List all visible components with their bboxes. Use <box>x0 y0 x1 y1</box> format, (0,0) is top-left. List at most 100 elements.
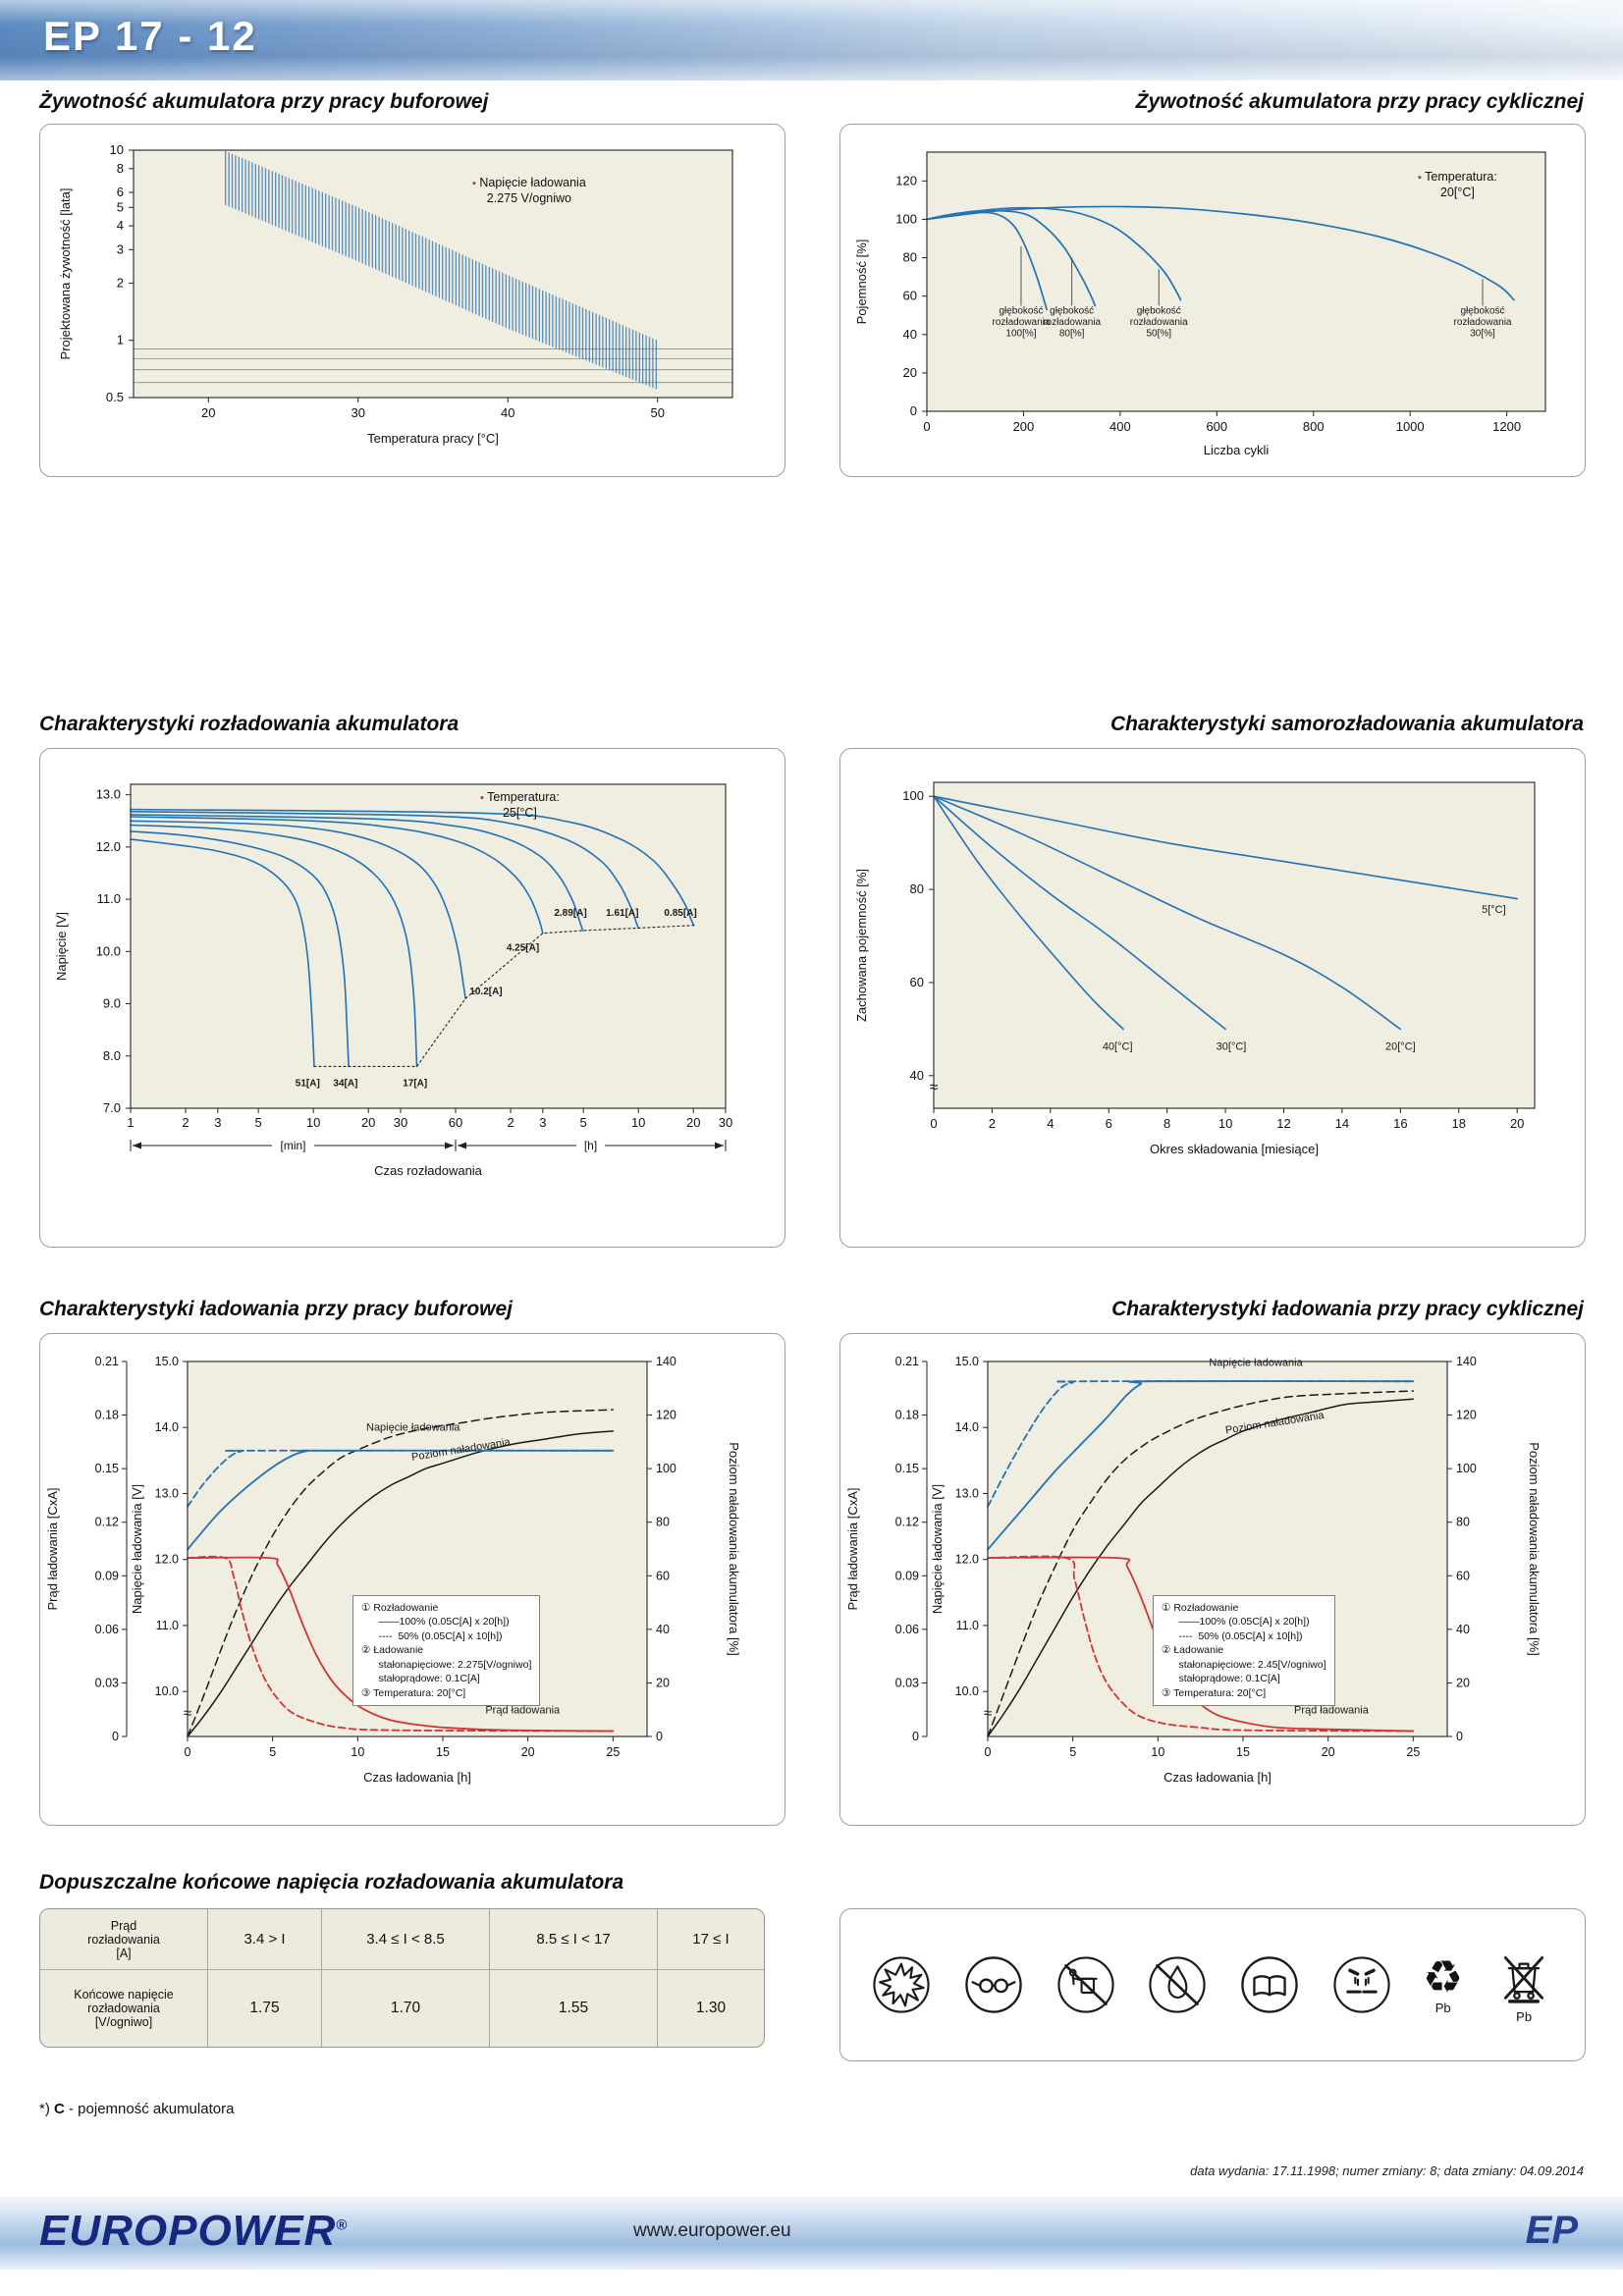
x-axis-title: Liczba cykli <box>1204 443 1270 457</box>
y-tick-label: 40 <box>903 327 917 342</box>
x-axis-title: Temperatura pracy [°C] <box>367 431 499 446</box>
safety-icons-panel: ♻ Pb Pb <box>839 1908 1586 2061</box>
y-tick-label: 0.5 <box>106 390 124 404</box>
y-tick-label: 10.0 <box>155 1684 179 1698</box>
table-cell: 1.70 <box>322 1970 490 2047</box>
x-tick-label: 2 <box>989 1116 996 1131</box>
y-tick-label: 2 <box>117 275 124 290</box>
y-tick-label: 15.0 <box>155 1355 179 1368</box>
registered-mark: ® <box>336 2216 349 2234</box>
x-tick-label: 400 <box>1109 419 1131 434</box>
plot-border <box>187 1361 648 1737</box>
chart-annotation: 51[A] <box>296 1079 320 1090</box>
chart-annotation: 2.89[A] <box>554 908 586 919</box>
y-tick-label: 100 <box>895 211 917 226</box>
y-tick-label: 1 <box>117 333 124 347</box>
no-fire-icon <box>1146 1953 1209 2016</box>
table-cell: 8.5 ≤ I < 17 <box>490 1909 658 1970</box>
y-tick-label: 5 <box>117 199 124 214</box>
no-bin-pb-icon: Pb <box>1492 1946 1555 2024</box>
y-tick-label: 0.06 <box>95 1623 119 1636</box>
chart-annotation: Prąd ładowania <box>1294 1704 1370 1716</box>
chart-annotation: 1.61[A] <box>606 908 638 919</box>
chart-annotation: 20[°C] <box>1385 1041 1416 1053</box>
discharge-17A <box>130 824 418 1068</box>
y-tick-label: 13.0 <box>155 1486 179 1500</box>
charge-level-100 <box>187 1430 615 1737</box>
y-tick-label: 12.0 <box>955 1553 979 1567</box>
y-tick-label: 13.0 <box>96 787 121 802</box>
y-tick-label: 6 <box>117 185 124 199</box>
x-tick-label: 25 <box>606 1745 620 1759</box>
chart-svg-self-discharge: 0 2 4 6 8 10 12 14 16 18 20 Okres składowania [mies… <box>854 781 1536 1156</box>
y-axis-title: Prąd ładowania [CxA] <box>845 1487 860 1610</box>
table-cell: 1.75 <box>208 1970 322 2047</box>
y-tick-label: 100 <box>656 1462 676 1475</box>
storage-30C <box>933 795 1226 1031</box>
chart-title-float-life: Żywotność akumulatora przy pracy buforow… <box>39 90 489 113</box>
y-tick-label: 0.03 <box>895 1676 919 1689</box>
y-tick-label: 100 <box>1456 1462 1477 1475</box>
table-row: Końcowe napięcie rozładowania [V/ogniwo]… <box>40 1970 764 2047</box>
charge-level-50 <box>187 1409 615 1737</box>
y-tick-label: 12.0 <box>155 1553 179 1567</box>
x-tick-label: 20 <box>361 1115 375 1130</box>
y-axis-title: Prąd ładowania [CxA] <box>45 1487 60 1610</box>
charge-current-50 <box>187 1555 615 1733</box>
y-tick-label: 60 <box>903 289 917 303</box>
y-tick-label: 0.09 <box>95 1569 119 1582</box>
x-tick-label: 16 <box>1393 1116 1407 1131</box>
table-cell: 17 ≤ I <box>658 1909 764 1970</box>
chart-title-self-discharge: Charakterystyki samorozładowania akumula… <box>1109 713 1584 735</box>
y-tick-label: 11.0 <box>156 1619 179 1632</box>
ep-logo: EP <box>1525 2209 1578 2252</box>
recycle-pb-icon: ♻ Pb <box>1423 1954 1463 2015</box>
chart-svg-discharge: 1 2 3 5 10 20 30 60 2 3 5 10 20 30 [min] [h] Czas rozład… <box>54 783 732 1178</box>
discharge-51A <box>130 838 315 1068</box>
chart-annotation: 40[°C] <box>1103 1041 1133 1053</box>
x-tick-label: 6 <box>1106 1116 1112 1131</box>
x-tick-label: 5 <box>580 1115 587 1130</box>
chart-panel-charge-cycle: 0 5 10 15 20 25 Czas ładowania [h] 0 0.03 0.06 0.0… <box>839 1333 1586 1826</box>
x-tick-label: 3 <box>539 1115 546 1130</box>
row-header-cutoff-voltage: Końcowe napięcie rozładowania [V/ogniwo] <box>40 1970 208 2047</box>
y-tick-label: 7.0 <box>103 1100 121 1115</box>
table-cell: 1.55 <box>490 1970 658 2047</box>
chart-legend: ▪ Napięcie ładowania 2.275 V/ogniwo <box>472 176 586 205</box>
y-tick-label: 0 <box>910 403 917 418</box>
revision-info: data wydania: 17.11.1998; numer zmiany: … <box>1190 2163 1584 2178</box>
y-tick-label: 60 <box>656 1569 670 1582</box>
discharge-1.61A <box>130 810 639 930</box>
pb-label: Pb <box>1434 2001 1451 2015</box>
chart-annotation: 30[°C] <box>1217 1041 1247 1053</box>
y-tick-label: 14.0 <box>955 1420 979 1434</box>
x-tick-label: 18 <box>1452 1116 1466 1131</box>
discharge-2.89A <box>130 814 584 932</box>
chart-panel-float-life: 20 30 40 50 Temperatura pracy [°C] 10 8 6 5 4 3 2 1 0… <box>39 124 785 477</box>
charge-level-50 <box>987 1390 1415 1737</box>
y-tick-label: 80 <box>903 250 917 265</box>
pb-label: Pb <box>1516 2009 1533 2024</box>
segment-label: [min] <box>281 1139 306 1152</box>
y-tick-label: 4 <box>117 218 124 233</box>
chart-annotation: 0.85[A] <box>664 908 696 919</box>
chart-svg-float-life: 20 30 40 50 Temperatura pracy [°C] 10 8 65 4 3 2 1 0… <box>58 142 733 446</box>
y-tick-label: 0.15 <box>895 1462 919 1475</box>
table-title: Dopuszczalne końcowe napięcia rozładowan… <box>39 1871 624 1894</box>
chart-title-cycle-life: Żywotność akumulatora przy pracy cyklicz… <box>1135 90 1584 113</box>
x-tick-label: 1200 <box>1492 419 1521 434</box>
row-header-discharge-current: Prąd rozładowania [A] <box>40 1909 208 1970</box>
y-tick-label: 0.03 <box>95 1676 119 1689</box>
chart-annotation: 34[A] <box>333 1079 357 1090</box>
y-tick-label: 60 <box>910 975 924 989</box>
charge-current-50 <box>987 1555 1415 1733</box>
x-tick-label: 20 <box>686 1115 700 1130</box>
x-tick-label: 20 <box>1510 1116 1524 1131</box>
y-tick-label: 20 <box>903 365 917 380</box>
y-tick-label: 20 <box>1456 1676 1470 1689</box>
y-axis-title: Napięcie ładowania [V] <box>130 1484 144 1614</box>
table-cell: 1.30 <box>695 2000 727 2016</box>
x-tick-label: 30 <box>352 405 365 420</box>
y-tick-label: 0.09 <box>895 1569 919 1582</box>
y-tick-label: 80 <box>656 1516 670 1529</box>
